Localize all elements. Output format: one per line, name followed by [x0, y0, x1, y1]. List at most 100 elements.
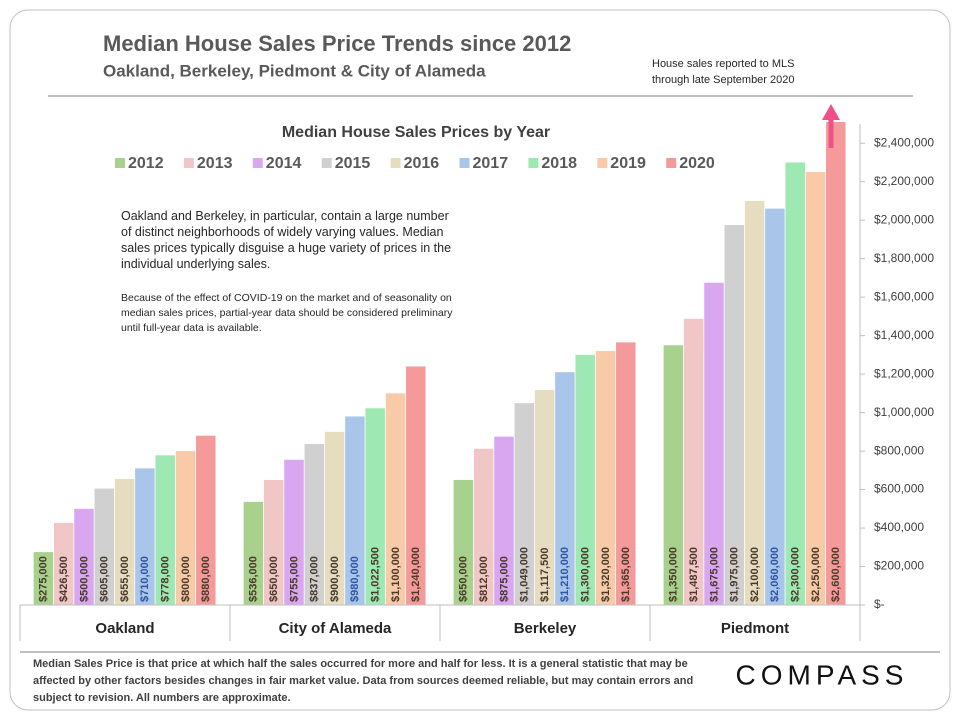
bar [385, 393, 406, 605]
bar [785, 162, 805, 606]
bar [765, 208, 785, 605]
data-label: $426,500 [58, 556, 70, 602]
legend-swatch [115, 158, 125, 168]
bar [514, 403, 535, 605]
subtitle: Oakland, Berkeley, Piedmont & City of Al… [103, 61, 486, 80]
data-label: $275,000 [38, 556, 50, 602]
data-label: $778,000 [160, 556, 172, 602]
bar [724, 225, 745, 605]
data-label: $812,000 [478, 556, 490, 602]
data-label: $605,000 [99, 556, 111, 602]
data-label: $1,022,500 [370, 547, 382, 602]
data-label: $1,487,500 [688, 547, 700, 602]
bar [324, 431, 345, 605]
data-label: $1,350,000 [668, 547, 680, 602]
y-tick-label: $1,800,000 [874, 251, 934, 265]
y-tick-label: $1,600,000 [874, 289, 934, 303]
chart-title: Median House Sales Prices by Year [282, 124, 550, 141]
paragraph: Because of the effect of COVID-19 on the… [121, 292, 453, 334]
x-tick-label: Berkeley [514, 620, 577, 637]
data-label: $1,049,000 [519, 547, 531, 602]
bar [473, 448, 494, 605]
data-label: $1,975,000 [729, 547, 741, 602]
bar [555, 372, 575, 605]
note: House sales reported to MLS [652, 58, 794, 70]
paragraph: Oakland and Berkeley, in particular, con… [121, 209, 452, 271]
bar [744, 200, 765, 605]
data-label: $980,000 [349, 556, 361, 602]
bar [284, 459, 304, 605]
data-label: $2,600,000 [830, 547, 842, 602]
bar [663, 345, 684, 605]
bar [33, 552, 54, 605]
legend-swatch [252, 158, 263, 168]
data-label: $1,320,000 [600, 547, 612, 602]
data-label: $500,000 [78, 556, 90, 602]
y-tick-label: $1,000,000 [874, 405, 934, 419]
data-label: $1,365,000 [620, 547, 632, 602]
logo: COMPASS [736, 659, 909, 690]
bar [74, 508, 94, 605]
legend-label: 2019 [610, 155, 646, 172]
bar [196, 435, 216, 605]
bar [263, 479, 284, 605]
y-tick-label: $2,000,000 [874, 212, 934, 226]
bar [175, 451, 196, 605]
data-label: $1,675,000 [708, 547, 720, 602]
bar [616, 342, 636, 605]
y-tick-label: $200,000 [874, 559, 924, 573]
bar [805, 172, 826, 605]
legend-label: 2013 [197, 155, 233, 172]
data-label: $1,240,000 [410, 547, 422, 602]
legend-swatch [183, 158, 194, 168]
data-label: $900,000 [329, 556, 341, 602]
arrow-head [822, 104, 840, 120]
y-tick-label: $800,000 [874, 443, 924, 457]
bar [683, 318, 704, 605]
data-label: $2,100,000 [749, 547, 761, 602]
bar [826, 122, 846, 605]
data-label: $2,060,000 [769, 547, 781, 602]
legend-swatch [390, 158, 401, 168]
bar [94, 488, 115, 605]
x-tick-label: City of Alameda [279, 620, 392, 637]
note: through late September 2020 [652, 74, 795, 86]
y-tick-label: $1,400,000 [874, 328, 934, 342]
legend-label: 2012 [128, 155, 164, 172]
data-label: $1,117,500 [539, 548, 551, 602]
bar [575, 354, 595, 605]
bar [53, 522, 74, 605]
footer: Median Sales Price is that price at whic… [33, 658, 694, 704]
data-label: $1,300,000 [580, 547, 592, 602]
y-tick-label: $400,000 [874, 520, 924, 534]
data-label: $755,000 [288, 556, 300, 602]
x-tick-label: Oakland [95, 620, 154, 637]
data-label: $650,000 [458, 556, 470, 602]
bar [494, 436, 514, 605]
y-tick-label: $600,000 [874, 482, 924, 496]
legend-label: 2018 [541, 155, 577, 172]
y-tick-label: $1,200,000 [874, 366, 934, 380]
y-tick-label: $- [874, 597, 885, 611]
legend-swatch [459, 158, 470, 168]
data-label: $2,250,000 [810, 547, 822, 602]
bar [453, 479, 474, 605]
bar [534, 389, 555, 605]
legend-swatch [666, 158, 677, 168]
bar [406, 366, 426, 605]
data-label: $837,000 [309, 556, 321, 602]
legend-label: 2016 [404, 155, 440, 172]
data-label: $2,300,000 [790, 547, 802, 602]
data-label: $650,000 [268, 556, 280, 602]
legend-swatch [321, 158, 332, 168]
legend-label: 2017 [473, 155, 509, 172]
data-label: $1,210,000 [559, 547, 571, 602]
plot [33, 122, 846, 606]
legend-swatch [597, 158, 608, 168]
bar [704, 282, 724, 605]
data-label: $880,000 [200, 556, 212, 602]
y-tick-label: $2,400,000 [874, 135, 934, 149]
bar [345, 416, 365, 605]
